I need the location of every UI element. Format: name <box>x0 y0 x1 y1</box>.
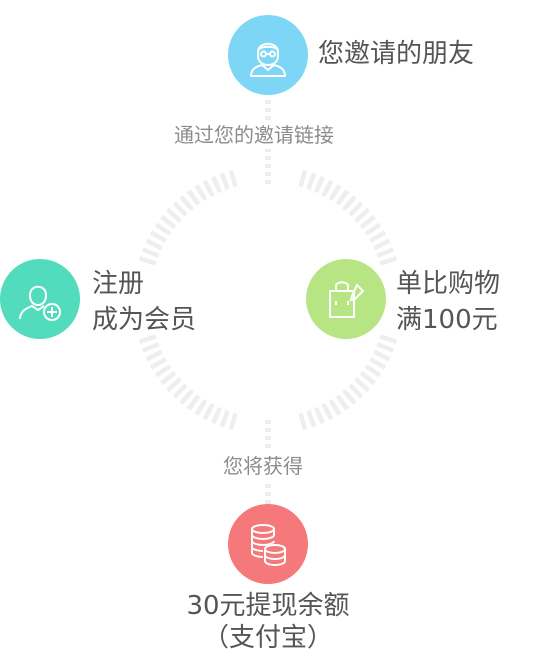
ring-tick <box>373 238 391 251</box>
you-get-caption: 您将获得 <box>219 452 307 480</box>
friend-label: 您邀请的朋友 <box>318 39 475 69</box>
ring-tick <box>149 230 167 243</box>
ring-tick <box>202 403 215 421</box>
ring-tick <box>228 169 238 188</box>
ring-tick <box>359 370 376 385</box>
ring-tick <box>154 364 172 378</box>
ring-tick <box>166 208 182 223</box>
ring-tick <box>328 398 342 416</box>
ring-tick <box>145 238 163 251</box>
ring-tick <box>321 403 334 421</box>
ring-tick <box>160 370 177 385</box>
ring-tick <box>228 412 238 431</box>
person-glasses-icon <box>249 42 287 77</box>
ring-tick <box>379 334 398 344</box>
ring-tick <box>219 172 230 190</box>
ring-tick <box>376 247 395 258</box>
shopping-bag-icon <box>329 281 365 318</box>
ring-tick <box>369 230 387 243</box>
ring-tick <box>211 175 223 194</box>
friend-avatar <box>228 15 308 95</box>
ring-tick <box>359 215 376 230</box>
ring-tick <box>379 256 398 266</box>
ring-tick <box>369 357 387 370</box>
register-avatar <box>0 259 80 339</box>
ring-tick <box>342 195 357 212</box>
ring-tick <box>342 388 357 405</box>
ring-tick <box>335 394 350 411</box>
ring-tick <box>313 175 325 194</box>
ring-tick <box>354 208 370 223</box>
coins-icon <box>251 524 286 567</box>
reward-label-line1: 30元提现余额 <box>186 591 350 621</box>
ring-tick <box>306 410 317 428</box>
ring-tick <box>373 349 391 362</box>
ring-tick <box>172 383 188 399</box>
register-label-line2: 成为会员 <box>92 305 197 335</box>
reward-avatar <box>228 504 308 584</box>
ring-tick <box>364 364 382 378</box>
ring-tick <box>211 406 223 425</box>
ring-tick <box>145 349 163 362</box>
ring-tick <box>202 179 215 197</box>
shopping-avatar <box>306 259 386 339</box>
add-user-icon <box>19 285 61 321</box>
ring-tick <box>149 357 167 370</box>
ring-tick <box>138 334 157 344</box>
ring-tick <box>313 406 325 425</box>
shopping-label-line1: 单比购物 <box>396 269 501 299</box>
ring-tick <box>166 377 182 392</box>
ring-tick <box>364 222 382 236</box>
ring-tick <box>172 201 188 217</box>
ring-tick <box>160 215 177 230</box>
ring-tick <box>138 256 157 266</box>
ring-tick <box>141 247 160 258</box>
ring-tick <box>298 169 308 188</box>
ring-tick <box>376 342 395 353</box>
ring-tick <box>179 388 194 405</box>
ring-tick <box>335 189 350 206</box>
ring-tick <box>306 172 317 190</box>
shopping-label-line2: 满100元 <box>396 305 498 335</box>
reward-label-line2: （支付宝） <box>202 623 333 653</box>
ring-tick <box>179 195 194 212</box>
ring-tick <box>194 184 208 202</box>
ring-ticks <box>138 169 398 431</box>
ring-tick <box>348 383 364 399</box>
via-link-caption: 通过您的邀请链接 <box>170 121 338 149</box>
ring-tick <box>186 394 201 411</box>
ring-tick <box>348 201 364 217</box>
ring-tick <box>194 398 208 416</box>
ring-tick <box>154 222 172 236</box>
ring-tick <box>298 412 308 431</box>
ring-tick <box>219 410 230 428</box>
ring-tick <box>141 342 160 353</box>
ring-tick <box>321 179 334 197</box>
ring-tick <box>328 184 342 202</box>
register-label-line1: 注册 <box>92 269 145 299</box>
ring-tick <box>354 377 370 392</box>
ring-tick <box>186 189 201 206</box>
